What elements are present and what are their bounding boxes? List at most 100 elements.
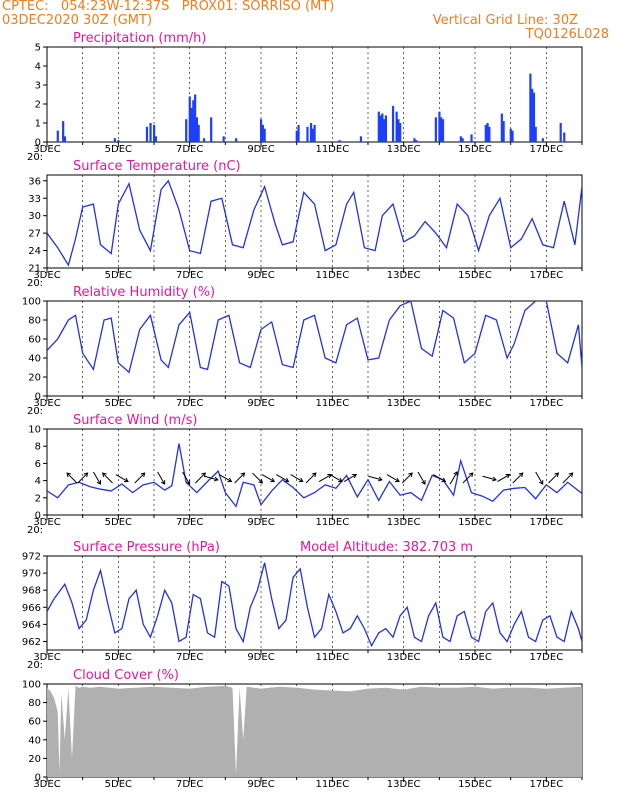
x-tick-label-cut: 20: bbox=[27, 278, 43, 289]
panel-frame bbox=[46, 300, 583, 397]
series-line bbox=[47, 443, 582, 508]
x-tick-label: 7DEC bbox=[176, 144, 203, 155]
x-tick-label: 7DEC bbox=[176, 517, 203, 528]
precip-bar bbox=[195, 117, 198, 142]
wind-arrow bbox=[204, 475, 219, 482]
panel-title: Surface Temperature (nC) bbox=[73, 159, 241, 174]
x-tick-label: 17DEC bbox=[529, 517, 563, 528]
x-tick-label: 9DEC bbox=[247, 779, 274, 790]
y-tick-label: 80 bbox=[28, 316, 41, 327]
wind-arrow bbox=[66, 472, 78, 484]
precip-bar bbox=[222, 136, 225, 142]
y-tick-label: 6 bbox=[35, 459, 41, 470]
wind-arrow bbox=[368, 475, 383, 482]
y-tick-label: 40 bbox=[28, 735, 41, 746]
precip-bar bbox=[306, 126, 309, 142]
precip-bar bbox=[559, 123, 562, 142]
precip-bar bbox=[563, 132, 566, 142]
wind-arrow bbox=[261, 474, 276, 483]
y-tick-label: 1 bbox=[35, 119, 41, 130]
precip-bar bbox=[117, 140, 120, 142]
wind-arrow bbox=[329, 474, 343, 483]
precip-bar bbox=[438, 111, 441, 142]
x-tick-label: 17DEC bbox=[529, 270, 563, 281]
precip-bar bbox=[188, 96, 191, 142]
precip-bar bbox=[397, 119, 400, 142]
y-tick-label: 0 bbox=[35, 773, 41, 784]
wind-arrow bbox=[101, 472, 113, 484]
y-tick-label: 966 bbox=[22, 603, 41, 614]
wind-arrow bbox=[290, 474, 304, 483]
panel-1: 21 24 27 30 33 36 3DEC 5DEC 7DEC 9DEC 11DEC 13DEC 15… bbox=[27, 159, 583, 289]
y-tick-label: 8 bbox=[35, 442, 41, 453]
wind-arrow bbox=[77, 472, 89, 484]
y-tick-label: 21 bbox=[28, 264, 41, 275]
panel-frame bbox=[46, 174, 583, 269]
panel-4: 962 964 966 968 970 972 3DEC 5DEC 7DEC 9DEC 11DEC 1… bbox=[22, 540, 583, 671]
precip-bar bbox=[381, 113, 384, 142]
x-tick-label: 3DEC bbox=[33, 270, 60, 281]
precip-bar bbox=[63, 136, 67, 142]
panel-frame bbox=[46, 555, 583, 651]
precip-bar bbox=[194, 94, 197, 142]
wind-arrow bbox=[462, 472, 474, 484]
x-tick-label: 15DEC bbox=[458, 517, 492, 528]
wind-arrow bbox=[234, 472, 246, 484]
precip-bar bbox=[383, 119, 386, 142]
panel-annotation: Model Altitude: 382.703 m bbox=[300, 540, 473, 555]
x-tick-label: 11DEC bbox=[315, 144, 349, 155]
header-station: CPTEC: 054:23W-12:37S PROX01: SORRISO (M… bbox=[2, 0, 335, 14]
precip-bar bbox=[113, 138, 116, 142]
y-tick-label: 2 bbox=[35, 100, 41, 111]
y-tick-label: 972 bbox=[22, 552, 41, 563]
x-tick-label: 9DEC bbox=[247, 144, 274, 155]
panel-0: 0 1 2 3 4 5 3DEC 5DEC 7DEC 9DEC 11DEC 13DEC 15DEC 17D… bbox=[27, 31, 583, 163]
wind-arrow bbox=[482, 475, 497, 482]
wind-arrow bbox=[548, 472, 560, 484]
y-tick-label: 60 bbox=[28, 335, 41, 346]
precip-bar bbox=[197, 124, 200, 142]
panel-frame bbox=[46, 428, 583, 516]
y-tick-label: 33 bbox=[28, 194, 41, 205]
x-tick-label: 17DEC bbox=[529, 779, 563, 790]
x-tick-label: 11DEC bbox=[315, 398, 349, 409]
x-tick-label: 13DEC bbox=[387, 779, 421, 790]
x-tick-label: 13DEC bbox=[387, 270, 421, 281]
y-tick-label: 968 bbox=[22, 586, 41, 597]
cloud-area bbox=[47, 685, 582, 777]
wind-arrow bbox=[562, 472, 574, 484]
precip-bar bbox=[509, 128, 512, 142]
y-tick-label: 36 bbox=[28, 176, 41, 187]
wind-arrow bbox=[182, 471, 191, 485]
x-tick-label: 15DEC bbox=[458, 779, 492, 790]
precip-bar bbox=[154, 136, 157, 142]
precip-bar bbox=[384, 115, 388, 142]
header-date: 03DEC2020 30Z (GMT) bbox=[2, 13, 153, 28]
precip-bar bbox=[297, 124, 300, 142]
x-tick-label: 17DEC bbox=[529, 652, 563, 663]
y-tick-label: 5 bbox=[35, 43, 41, 54]
y-tick-label: 100 bbox=[22, 297, 41, 308]
precip-bar bbox=[395, 111, 398, 142]
precip-bar bbox=[484, 124, 487, 142]
x-tick-label: 15DEC bbox=[458, 144, 492, 155]
precip-bar bbox=[541, 138, 544, 142]
x-tick-label: 15DEC bbox=[458, 270, 492, 281]
wind-arrow bbox=[93, 471, 102, 485]
x-tick-label: 5DEC bbox=[105, 779, 132, 790]
y-tick-label: 60 bbox=[28, 717, 41, 728]
y-tick-label: 20 bbox=[28, 373, 41, 384]
y-tick-label: 10 bbox=[28, 425, 41, 436]
wind-arrow bbox=[512, 472, 524, 484]
precip-bar bbox=[399, 123, 402, 142]
x-tick-label: 3DEC bbox=[33, 517, 60, 528]
wind-arrow bbox=[433, 474, 447, 483]
precip-bar bbox=[379, 115, 382, 142]
wind-arrow bbox=[305, 472, 317, 484]
series-line bbox=[47, 179, 582, 267]
x-tick-label: 17DEC bbox=[529, 144, 563, 155]
panel-title: Surface Pressure (hPa) bbox=[73, 540, 220, 555]
precip-bar bbox=[261, 124, 264, 142]
x-tick-label: 3DEC bbox=[33, 398, 60, 409]
precip-bar bbox=[413, 138, 416, 142]
